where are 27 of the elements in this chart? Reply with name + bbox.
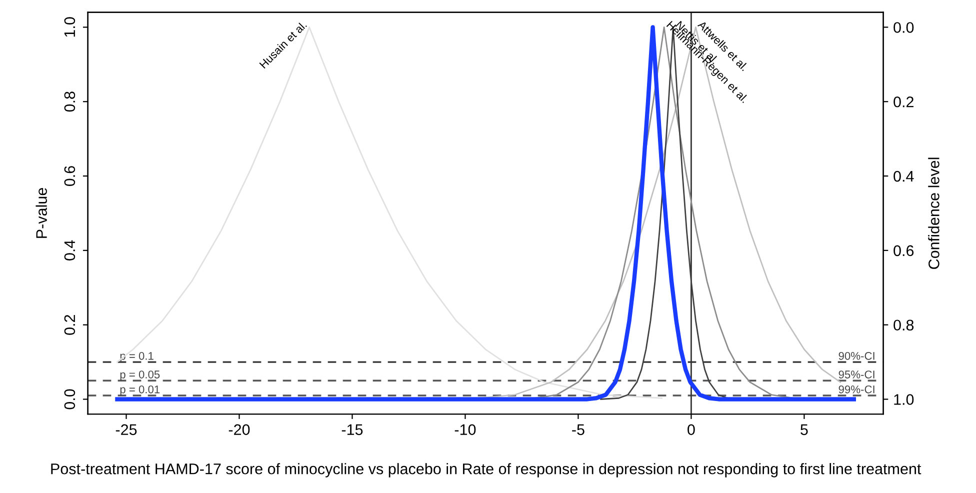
y2-tick-label: 0.0 — [894, 22, 914, 33]
ref-line-label: p = 0.05 — [120, 370, 160, 381]
annotation: 99%-CI — [838, 385, 874, 394]
y2-tick-label: 1.0 — [894, 394, 914, 405]
y-tick-label: 1.0 — [64, 17, 76, 37]
x-tick-label: -25 — [116, 424, 137, 436]
x-tick-label: -5 — [572, 424, 584, 436]
x-tick-label: 0 — [688, 424, 695, 436]
x-tick-label: -10 — [454, 424, 476, 436]
y2-tick-label: 0.8 — [894, 320, 914, 331]
y-tick-label: 0.4 — [64, 240, 76, 260]
x-tick-label: 5 — [800, 424, 808, 436]
y2-axis-title: Confidence level — [928, 158, 940, 269]
y2-tick-label: 0.4 — [894, 170, 914, 182]
y-tick-label: 0.6 — [64, 166, 76, 186]
annotation: 90%-CI — [838, 352, 874, 360]
annotation: 95%-CI — [838, 370, 874, 378]
ref-line-label: p = 0.01 — [120, 385, 160, 396]
y-tick-label: 0.2 — [64, 314, 76, 335]
y-tick-label: 0.8 — [64, 92, 76, 112]
x-tick-label: -20 — [228, 424, 250, 436]
y-tick-label: 0.0 — [64, 389, 76, 410]
y2-tick-label: 0.2 — [894, 96, 914, 108]
y2-tick-label: 0.6 — [894, 245, 914, 256]
x-tick-label: -15 — [342, 424, 363, 436]
y-axis-title: P-value — [36, 188, 47, 238]
x-axis-title: Post-treatment HAMD-17 score of minocycline vs placebo in Rate of response in depression not responding to first line treatment — [51, 463, 922, 478]
